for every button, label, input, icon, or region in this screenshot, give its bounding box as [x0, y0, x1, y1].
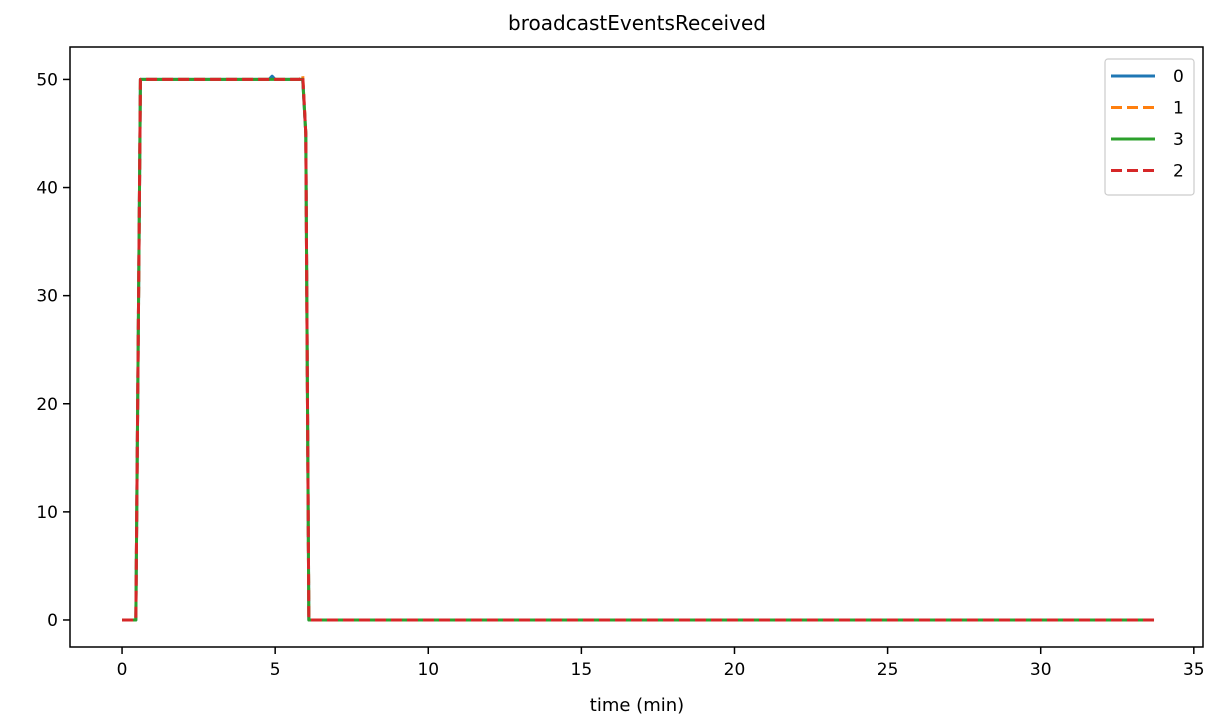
y-tick-label: 10 — [36, 503, 58, 523]
y-tick-label: 20 — [36, 395, 58, 415]
x-tick-label: 35 — [1183, 660, 1205, 680]
axes-frame — [69, 46, 1204, 648]
y-tick-label: 50 — [36, 70, 58, 90]
y-tick-label: 0 — [47, 611, 58, 631]
x-tick-label: 25 — [877, 660, 899, 680]
y-tick-label: 30 — [36, 287, 58, 307]
legend-label-0: 0 — [1173, 67, 1184, 87]
legend: 0 1 3 2 — [1104, 58, 1195, 196]
x-tick-label: 0 — [117, 660, 128, 680]
legend-label-3: 3 — [1173, 130, 1184, 150]
x-tick-label: 30 — [1030, 660, 1052, 680]
x-axis-label: time (min) — [590, 695, 684, 716]
x-tick-label: 15 — [571, 660, 593, 680]
legend-label-2: 2 — [1173, 162, 1184, 182]
plot-area — [122, 73, 1155, 622]
x-tick-label: 5 — [270, 660, 281, 680]
legend-box — [1104, 58, 1195, 196]
legend-label-1: 1 — [1173, 99, 1184, 119]
x-tick-label: 20 — [724, 660, 746, 680]
x-tick-label: 10 — [417, 660, 439, 680]
chart-title: broadcastEventsReceived — [508, 11, 766, 35]
y-tick-label: 40 — [36, 179, 58, 199]
